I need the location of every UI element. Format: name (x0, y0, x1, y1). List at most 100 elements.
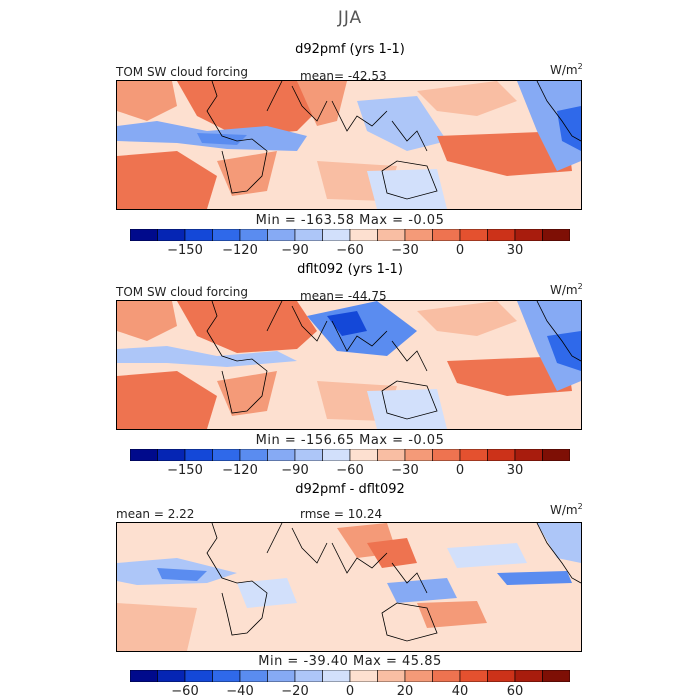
panel-1-patch-south-atlantic (117, 151, 217, 209)
colorbar-tick-label: 30 (506, 243, 524, 258)
colorbar-bin (239, 449, 268, 461)
colorbar-tick-label: −40 (226, 684, 254, 699)
panel-3-units: W/m2 (550, 502, 583, 517)
panel-1-patch-west-africa (197, 133, 247, 145)
panel-1-coast-india (331, 100, 388, 132)
panel-3-units-base: W/m (550, 503, 578, 517)
panel-1-colorbar-ticks: −150 −120 −90 −60 −30 0 30 (130, 243, 570, 259)
colorbar-tick-label: −120 (222, 463, 258, 478)
panel-3-coast-red-sea (266, 523, 283, 554)
colorbar-tick-label: 60 (506, 684, 524, 699)
panel-1-coast-red-sea (266, 81, 283, 112)
panel-1-units-sup: 2 (577, 62, 583, 71)
panel-2-coastlines (206, 301, 581, 420)
colorbar-tick-label: 40 (451, 684, 469, 699)
panel-3-patch-south-pacific (417, 601, 487, 628)
colorbar-bin (322, 670, 351, 682)
colorbar-tick-label: −90 (281, 243, 309, 258)
colorbar-bin (459, 449, 488, 461)
panel-1-minmax: Min = -163.58 Max = -0.05 (255, 213, 445, 228)
colorbar-bin (322, 229, 351, 241)
panel-2-title: dflt092 (yrs 1-1) (297, 262, 403, 277)
panel-3-colorbar-ticks: −60 −40 −20 0 20 40 60 (130, 684, 570, 700)
colorbar-bin (487, 449, 516, 461)
colorbar-bin (294, 670, 323, 682)
panel-2-coast-americas (536, 301, 581, 362)
colorbar-bin (239, 670, 268, 682)
colorbar-bin (487, 229, 516, 241)
panel-3-patch-americas (537, 523, 581, 563)
colorbar-tick-label: 0 (455, 243, 465, 258)
panel-3-map-svg (117, 523, 581, 651)
colorbar-bin (487, 670, 516, 682)
panel-2-patch-south-pacific (447, 356, 572, 396)
panel-1-coast-arabia (291, 85, 328, 122)
panel-1-patch-southern-africa (217, 151, 277, 196)
panel-1-patch-central-america (557, 106, 581, 151)
colorbar-bin (157, 229, 186, 241)
colorbar-bin (239, 229, 268, 241)
colorbar-bin (432, 670, 461, 682)
colorbar-bin (294, 229, 323, 241)
panel-2-coast-india (331, 320, 388, 352)
colorbar-bin (459, 229, 488, 241)
panel-3-coast-india (331, 542, 388, 574)
panel-3-coastlines (206, 523, 581, 642)
colorbar-bin (212, 449, 241, 461)
colorbar-bin (130, 229, 158, 241)
panel-3-coast-arabia (291, 527, 328, 564)
colorbar-bin (130, 449, 158, 461)
panel-2-units-base: W/m (550, 283, 578, 297)
panel-1-coast-africa (206, 81, 268, 194)
panel-2-map (116, 300, 582, 430)
panel-2-variable-label: TOM SW cloud forcing (116, 285, 248, 299)
panel-3-patch-pacific-blue (447, 543, 527, 568)
panel-3-coast-americas (536, 523, 581, 584)
panel-2-minmax: Min = -156.65 Max = -0.05 (255, 433, 445, 448)
colorbar-tick-label: −60 (336, 463, 364, 478)
colorbar-bin (514, 449, 543, 461)
panel-1-title: d92pmf (yrs 1-1) (295, 42, 405, 57)
panel-3-units-sup: 2 (577, 502, 583, 511)
panel-2-units: W/m2 (550, 282, 583, 297)
colorbar-bin (157, 449, 186, 461)
panel-2-patch-east-pacific (517, 301, 581, 391)
panel-1-units-base: W/m (550, 63, 578, 77)
colorbar-bin (212, 670, 241, 682)
panel-1-coast-americas (536, 81, 581, 142)
panel-2-patch-north-pacific (417, 301, 517, 336)
colorbar-bin (377, 670, 406, 682)
colorbar-bin (432, 229, 461, 241)
panel-2-patch-itcz-atlantic (117, 346, 297, 367)
panel-3-rmse-label: rmse = 10.24 (300, 507, 383, 521)
panel-2-patch-australia (367, 389, 447, 429)
colorbar-bin (349, 229, 378, 241)
colorbar-bin (212, 229, 241, 241)
colorbar-bin (184, 670, 213, 682)
colorbar-tick-label: 0 (455, 463, 465, 478)
colorbar-tick-label: 30 (506, 463, 524, 478)
colorbar-bin (294, 449, 323, 461)
panel-1-colorbar (130, 229, 570, 241)
panel-2-patch-southern-africa (217, 371, 277, 416)
panel-2-colorbar-ticks: −150 −120 −90 −60 −30 0 30 (130, 463, 570, 479)
panel-3-patch-south-atlantic (117, 603, 197, 651)
colorbar-bin (432, 449, 461, 461)
colorbar-bin (542, 449, 570, 461)
colorbar-tick-label: −60 (336, 243, 364, 258)
panel-3-coast-australia (381, 602, 438, 642)
colorbar-tick-label: −20 (281, 684, 309, 699)
panel-3-coast-africa (206, 523, 268, 636)
panel-2-mean-label: mean= -44.75 (300, 289, 387, 303)
panel-1-variable-label: TOM SW cloud forcing (116, 65, 248, 79)
colorbar-bin (542, 670, 570, 682)
colorbar-bin (377, 229, 406, 241)
colorbar-bin (267, 449, 296, 461)
colorbar-bin (404, 229, 433, 241)
panel-2-coast-red-sea (266, 301, 283, 332)
colorbar-tick-label: −120 (222, 243, 258, 258)
colorbar-bin (184, 449, 213, 461)
colorbar-bin (349, 670, 378, 682)
season-title: JJA (337, 8, 363, 28)
colorbar-tick-label: −90 (281, 463, 309, 478)
